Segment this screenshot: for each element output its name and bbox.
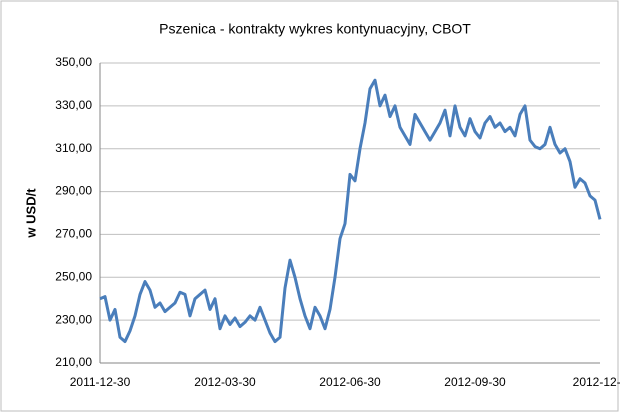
line-series — [99, 78, 602, 344]
y-tick-label: 210,00 — [55, 355, 92, 369]
y-tick-label: 310,00 — [55, 141, 92, 155]
x-tick-label: 2012-12-3 — [573, 375, 620, 389]
y-tick-label: 330,00 — [55, 98, 92, 112]
y-tick-label: 290,00 — [55, 184, 92, 198]
x-tick-label: 2011-12-30 — [70, 375, 131, 389]
y-tick-label: 350,00 — [55, 55, 92, 69]
x-tick-label: 2012-03-30 — [194, 375, 256, 389]
y-tick-label: 270,00 — [55, 227, 92, 241]
x-tick-label: 2012-06-30 — [319, 375, 381, 389]
y-tick-label: 250,00 — [55, 269, 92, 283]
x-tick-label: 2012-09-30 — [444, 375, 506, 389]
y-tick-label: 230,00 — [55, 312, 92, 326]
chart-title: Pszenica - kontrakty wykres kontynuacyjn… — [159, 21, 471, 37]
y-axis-title: w USD/t — [23, 188, 38, 239]
